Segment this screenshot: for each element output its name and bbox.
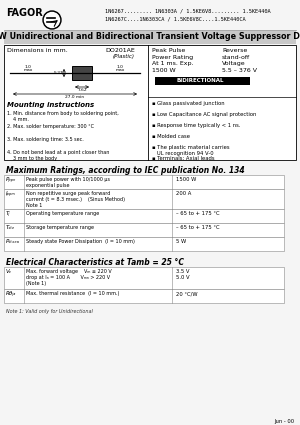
Text: 27.0 min: 27.0 min bbox=[65, 95, 85, 99]
Bar bbox=[4, 31, 296, 44]
Circle shape bbox=[43, 11, 61, 29]
Circle shape bbox=[44, 12, 59, 28]
Text: 1500W Unidirectional and Bidirectional Transient Voltage Suppressor Diodes: 1500W Unidirectional and Bidirectional T… bbox=[0, 32, 300, 41]
Text: 1.0: 1.0 bbox=[25, 65, 32, 69]
Text: 4. Do not bend lead at a point closer than
    3 mm to the body: 4. Do not bend lead at a point closer th… bbox=[7, 150, 110, 161]
Text: ▪ Glass passivated junction: ▪ Glass passivated junction bbox=[152, 101, 225, 106]
Text: Peak pulse power with 10/1000 μs
exponential pulse: Peak pulse power with 10/1000 μs exponen… bbox=[26, 177, 110, 188]
Text: Mounting instructions: Mounting instructions bbox=[7, 102, 94, 108]
Text: – 65 to + 175 °C: – 65 to + 175 °C bbox=[176, 211, 220, 216]
Bar bbox=[4, 237, 284, 251]
Bar bbox=[4, 223, 284, 237]
Text: FAGOR: FAGOR bbox=[6, 8, 43, 18]
Text: 5.21: 5.21 bbox=[53, 71, 63, 75]
Text: Maximum Ratings, according to IEC publication No. 134: Maximum Ratings, according to IEC public… bbox=[6, 166, 244, 175]
Bar bbox=[4, 189, 284, 209]
Text: (Plastic): (Plastic) bbox=[113, 54, 135, 59]
Text: max: max bbox=[23, 68, 33, 72]
Text: Jun - 00: Jun - 00 bbox=[274, 419, 294, 424]
Text: Steady state Power Dissipation  (l = 10 mm): Steady state Power Dissipation (l = 10 m… bbox=[26, 239, 135, 244]
Text: Dimensions in mm.: Dimensions in mm. bbox=[7, 48, 68, 53]
Text: ▪ Molded case: ▪ Molded case bbox=[152, 134, 190, 139]
Text: Reverse
stand-off
Voltage
5.5 – 376 V: Reverse stand-off Voltage 5.5 – 376 V bbox=[222, 48, 257, 73]
Text: 3.5 V
5.0 V: 3.5 V 5.0 V bbox=[176, 269, 190, 280]
Text: 2. Max. solder temperature: 300 °C: 2. Max. solder temperature: 300 °C bbox=[7, 124, 94, 129]
Text: 1. Min. distance from body to soldering point,
    4 mm.: 1. Min. distance from body to soldering … bbox=[7, 111, 119, 122]
Text: ▪ The plastic material carries
   UL recognition 94 V-0: ▪ The plastic material carries UL recogn… bbox=[152, 145, 230, 156]
Text: BIDIRECTIONAL: BIDIRECTIONAL bbox=[176, 78, 224, 83]
Text: 1N6267......... 1N6303A / 1.5KE6V8......... 1.5KE440A: 1N6267......... 1N6303A / 1.5KE6V8......… bbox=[105, 8, 271, 13]
Bar bbox=[4, 267, 284, 289]
Text: ▪ Terminals: Axial leads: ▪ Terminals: Axial leads bbox=[152, 156, 214, 161]
Text: 1.0: 1.0 bbox=[117, 65, 123, 69]
Text: 5 W: 5 W bbox=[176, 239, 186, 244]
Text: Max. thermal resistance  (l = 10 mm.): Max. thermal resistance (l = 10 mm.) bbox=[26, 291, 119, 296]
Text: Pₚₚₙ: Pₚₚₙ bbox=[6, 177, 16, 182]
Text: 7.62: 7.62 bbox=[77, 88, 87, 92]
Text: ▪ Response time typically < 1 ns.: ▪ Response time typically < 1 ns. bbox=[152, 123, 241, 128]
Text: ▪ Low Capacitance AC signal protection: ▪ Low Capacitance AC signal protection bbox=[152, 112, 256, 117]
Bar bbox=[155, 77, 250, 85]
Bar bbox=[4, 175, 284, 189]
Bar bbox=[4, 209, 284, 223]
Text: 200 A: 200 A bbox=[176, 191, 191, 196]
Text: Vₑ: Vₑ bbox=[6, 269, 12, 274]
Text: Rθⱼₐ: Rθⱼₐ bbox=[6, 291, 16, 296]
Text: Operating temperature range: Operating temperature range bbox=[26, 211, 99, 216]
Text: Iₚₚₘ: Iₚₚₘ bbox=[6, 191, 16, 196]
Text: Tₛₜₑ: Tₛₜₑ bbox=[6, 225, 15, 230]
Text: Note 1: Valid only for Unidirectional: Note 1: Valid only for Unidirectional bbox=[6, 309, 93, 314]
Text: Max. forward voltage    Vₘ ≤ 220 V
drop at Iₙ = 100 A       Vₘₙ > 220 V
(Note 1): Max. forward voltage Vₘ ≤ 220 V drop at … bbox=[26, 269, 112, 286]
Text: 20 °C/W: 20 °C/W bbox=[176, 291, 198, 296]
Text: 3. Max. soldering time: 3.5 sec.: 3. Max. soldering time: 3.5 sec. bbox=[7, 137, 84, 142]
Text: Storage temperature range: Storage temperature range bbox=[26, 225, 94, 230]
Text: Pₛₜₓₑₐ: Pₛₜₓₑₐ bbox=[6, 239, 20, 244]
Text: Electrical Characteristics at Tamb = 25 °C: Electrical Characteristics at Tamb = 25 … bbox=[6, 258, 184, 267]
Text: DO201AE: DO201AE bbox=[105, 48, 135, 53]
Text: Tⱼ: Tⱼ bbox=[6, 211, 10, 216]
Bar bbox=[4, 45, 296, 160]
Text: Non repetitive surge peak forward
current (t = 8.3 msec.)    (Sinus Method)
Note: Non repetitive surge peak forward curren… bbox=[26, 191, 125, 207]
Text: Peak Pulse
Power Rating
At 1 ms. Exp.
1500 W: Peak Pulse Power Rating At 1 ms. Exp. 15… bbox=[152, 48, 194, 73]
Bar bbox=[4, 289, 284, 303]
Bar bbox=[72, 66, 92, 80]
Text: max: max bbox=[115, 68, 125, 72]
Text: 1500 W: 1500 W bbox=[176, 177, 196, 182]
Text: 1N6267C....1N6303CA / 1.5KE6V8C....1.5KE440CA: 1N6267C....1N6303CA / 1.5KE6V8C....1.5KE… bbox=[105, 16, 246, 21]
Text: – 65 to + 175 °C: – 65 to + 175 °C bbox=[176, 225, 220, 230]
